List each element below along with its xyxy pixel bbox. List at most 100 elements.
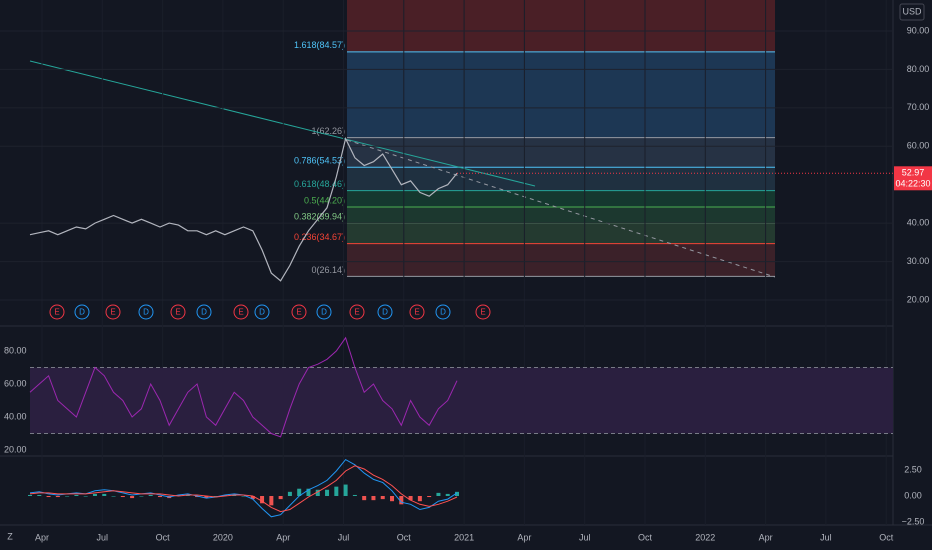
event-marker <box>316 304 332 320</box>
currency: USD <box>902 6 922 16</box>
last-price: 52.97 <box>902 168 925 178</box>
fib-label: 0.618(48.46) <box>294 179 345 189</box>
macd-histogram-bar <box>445 493 450 496</box>
fib-label: 1.618(84.57) <box>294 40 345 50</box>
event-marker <box>349 304 365 320</box>
fib-zone <box>347 243 775 277</box>
macd-histogram-bar <box>399 496 404 505</box>
macd-histogram-bar <box>315 489 320 496</box>
macd-histogram-bar <box>74 494 79 496</box>
event-marker <box>233 304 249 320</box>
event-marker <box>254 304 270 320</box>
macd-histogram-bar <box>250 496 255 500</box>
time-label: Apr <box>35 532 49 542</box>
time-label: Jul <box>820 532 832 542</box>
macd-histogram-bar <box>102 493 107 496</box>
macd-histogram-bar <box>92 493 97 496</box>
event-marker <box>409 304 425 320</box>
time-label: 2021 <box>454 532 474 542</box>
fib-retracement: 1.618(84.57) 1(62.26) 0.786(54.53) 0.618(48… <box>294 0 775 277</box>
price-tick-label: 70.00 <box>907 102 930 112</box>
event-label: E <box>480 308 485 317</box>
macd-histogram-bar <box>204 496 209 499</box>
macd-histogram-bar <box>436 492 441 496</box>
macd-histogram-bar <box>213 496 218 497</box>
fib-zone <box>347 137 775 168</box>
trend-line-dashed <box>346 139 776 278</box>
fib-zone <box>347 206 775 224</box>
macd-histogram-bar <box>408 496 413 501</box>
time-label: Jul <box>97 532 109 542</box>
price-line <box>29 136 458 282</box>
time-label: 2020 <box>213 532 233 542</box>
macd-histogram-bar <box>120 496 125 498</box>
fib-zone <box>347 167 775 191</box>
last-price-box <box>894 166 932 191</box>
currency-box[interactable] <box>899 3 925 21</box>
fib-zone <box>347 223 775 244</box>
event-label: E <box>354 308 359 317</box>
macd-histogram-bar <box>417 496 422 502</box>
event-marker <box>377 304 393 320</box>
macd-histogram-bar <box>37 494 42 496</box>
macd-tick-label: 2.50 <box>904 464 922 474</box>
price-tick-label: 30.00 <box>907 256 930 266</box>
rsi-tick-label: 20.00 <box>4 444 27 454</box>
time-label: Apr <box>276 532 290 542</box>
macd-histogram-bar <box>455 491 459 496</box>
macd-histogram-bar <box>83 496 88 497</box>
time-label: Oct <box>156 532 171 542</box>
event-marker <box>475 304 491 320</box>
macd-histogram-bar <box>287 491 292 496</box>
rsi-tick-label: 80.00 <box>4 345 27 355</box>
time-label: Apr <box>517 532 531 542</box>
fib-zone <box>347 190 775 207</box>
macd-histogram-bar <box>111 496 116 497</box>
macd-histogram-bar <box>269 496 274 506</box>
fib-label: 0.5(44.20) <box>304 195 345 205</box>
macd-histogram-bar <box>65 496 70 497</box>
macd-histogram-bar <box>195 496 200 498</box>
fib-zone <box>347 0 775 52</box>
price-tick-label: 40.00 <box>907 218 930 228</box>
event-label: D <box>201 308 207 317</box>
macd-histogram-bar <box>46 496 51 498</box>
time-label: Oct <box>638 532 653 542</box>
trend-line <box>29 60 536 187</box>
fib-zone <box>347 51 775 138</box>
event-label: D <box>382 308 388 317</box>
time-label: Oct <box>879 532 894 542</box>
macd-histogram-bar <box>427 496 432 498</box>
time-label: Oct <box>397 532 412 542</box>
event-label: E <box>296 308 301 317</box>
event-label: E <box>54 308 59 317</box>
macd-histogram-bar <box>278 496 283 500</box>
macd-histogram-bar <box>297 488 302 496</box>
macd-histogram-bar <box>139 496 144 497</box>
event-label: D <box>143 308 149 317</box>
price-tick-label: 20.00 <box>907 294 930 304</box>
macd-histogram-bar <box>343 484 348 496</box>
event-label: E <box>110 308 115 317</box>
macd-histogram-bar <box>148 494 153 496</box>
rsi-band <box>30 367 893 434</box>
countdown: 04:22:30 <box>895 179 930 189</box>
macd-histogram-bar <box>362 496 367 501</box>
fib-label: 0(26.14) <box>311 265 345 275</box>
event-label: E <box>238 308 243 317</box>
event-label: E <box>414 308 419 317</box>
rsi-line <box>29 336 458 438</box>
time-label: Jul <box>579 532 591 542</box>
event-label: D <box>440 308 446 317</box>
macd-tick-label: −2.50 <box>902 516 925 526</box>
fib-label: 0.786(54.53) <box>294 156 345 166</box>
macd-histogram-bar <box>130 496 135 499</box>
macd-histogram-bar <box>241 496 246 497</box>
event-marker <box>138 304 154 320</box>
event-marker <box>196 304 212 320</box>
signal-line <box>29 465 458 513</box>
event-marker <box>74 304 90 320</box>
macd-tick-label: 0.00 <box>904 490 922 500</box>
